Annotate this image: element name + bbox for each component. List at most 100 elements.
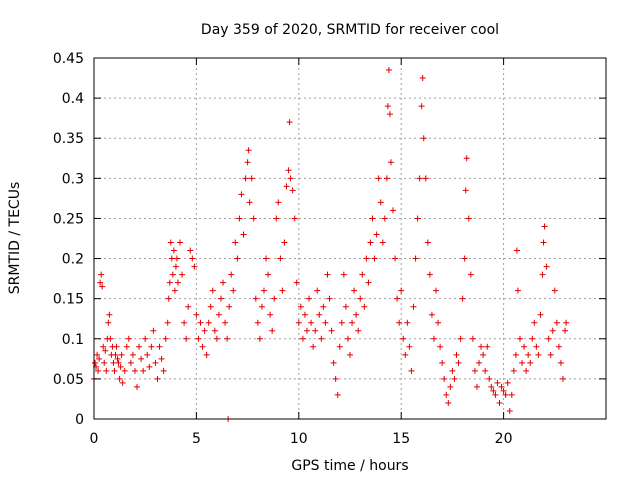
data-point bbox=[426, 271, 433, 278]
data-point bbox=[555, 343, 562, 350]
data-point bbox=[353, 311, 360, 318]
data-point bbox=[189, 255, 196, 262]
data-point bbox=[252, 295, 259, 302]
data-point bbox=[420, 135, 427, 142]
data-point bbox=[242, 175, 249, 182]
data-point bbox=[484, 343, 491, 350]
data-point bbox=[169, 271, 176, 278]
data-point bbox=[408, 367, 415, 374]
data-point bbox=[217, 295, 224, 302]
data-point bbox=[527, 359, 534, 366]
x-tick-label: 0 bbox=[90, 431, 99, 447]
y-tick-label: 0.05 bbox=[53, 372, 84, 388]
data-point bbox=[156, 343, 163, 350]
data-point bbox=[441, 375, 448, 382]
data-point bbox=[293, 279, 300, 286]
data-point bbox=[102, 347, 109, 354]
data-point bbox=[551, 287, 558, 294]
data-point bbox=[201, 327, 208, 334]
data-point bbox=[312, 327, 319, 334]
data-point bbox=[543, 263, 550, 270]
data-point bbox=[498, 383, 505, 390]
data-point bbox=[508, 391, 515, 398]
data-point bbox=[121, 367, 128, 374]
data-point bbox=[334, 391, 341, 398]
data-point bbox=[144, 351, 151, 358]
data-point bbox=[379, 239, 386, 246]
y-tick-label: 0.15 bbox=[53, 292, 84, 308]
data-point bbox=[171, 287, 178, 294]
data-point bbox=[265, 271, 272, 278]
data-point bbox=[433, 287, 440, 294]
data-point bbox=[344, 335, 351, 342]
y-tick-label: 0.35 bbox=[53, 131, 84, 147]
data-point bbox=[245, 147, 252, 154]
data-point bbox=[165, 295, 172, 302]
data-point bbox=[181, 319, 188, 326]
data-point bbox=[478, 343, 485, 350]
y-tick-label: 0.4 bbox=[62, 91, 84, 107]
data-point bbox=[195, 335, 202, 342]
data-point bbox=[471, 367, 478, 374]
data-point bbox=[516, 335, 523, 342]
data-point bbox=[279, 287, 286, 294]
data-point bbox=[168, 255, 175, 262]
data-point bbox=[384, 103, 391, 110]
data-point bbox=[540, 239, 547, 246]
x-tick-label: 5 bbox=[192, 431, 201, 447]
data-point bbox=[308, 319, 315, 326]
data-point bbox=[98, 271, 105, 278]
data-point bbox=[330, 359, 337, 366]
data-point bbox=[381, 215, 388, 222]
data-point bbox=[287, 175, 294, 182]
data-point bbox=[260, 287, 267, 294]
data-point bbox=[355, 327, 362, 334]
data-point bbox=[170, 247, 177, 254]
data-point bbox=[496, 399, 503, 406]
data-point bbox=[445, 399, 452, 406]
data-point bbox=[275, 199, 282, 206]
data-point bbox=[154, 375, 161, 382]
data-point bbox=[512, 351, 519, 358]
data-point bbox=[332, 375, 339, 382]
series-srmtid bbox=[91, 67, 570, 422]
data-point bbox=[430, 335, 437, 342]
data-point bbox=[480, 351, 487, 358]
data-point bbox=[177, 239, 184, 246]
data-point bbox=[222, 319, 229, 326]
data-point bbox=[453, 351, 460, 358]
data-point bbox=[167, 239, 174, 246]
data-point bbox=[455, 359, 462, 366]
data-point bbox=[92, 359, 99, 366]
data-point bbox=[318, 335, 325, 342]
data-point bbox=[205, 319, 212, 326]
data-point bbox=[127, 359, 134, 366]
data-point bbox=[398, 287, 405, 294]
data-point bbox=[457, 335, 464, 342]
data-point bbox=[369, 215, 376, 222]
data-point bbox=[250, 215, 257, 222]
y-tick-label: 0.25 bbox=[53, 211, 84, 227]
data-point bbox=[404, 319, 411, 326]
data-point bbox=[246, 199, 253, 206]
data-point bbox=[96, 355, 103, 362]
data-point bbox=[504, 379, 511, 386]
data-point bbox=[173, 255, 180, 262]
data-point bbox=[414, 215, 421, 222]
data-point bbox=[373, 231, 380, 238]
data-point bbox=[256, 335, 263, 342]
data-point bbox=[118, 351, 125, 358]
data-point bbox=[488, 383, 495, 390]
data-point bbox=[336, 343, 343, 350]
grid-layer bbox=[94, 58, 606, 419]
data-point bbox=[211, 327, 218, 334]
data-point bbox=[277, 255, 284, 262]
data-point bbox=[545, 335, 552, 342]
data-point bbox=[125, 335, 132, 342]
data-point bbox=[248, 175, 255, 182]
data-point bbox=[283, 183, 290, 190]
data-point bbox=[513, 247, 520, 254]
data-point bbox=[314, 287, 321, 294]
points-layer bbox=[91, 67, 570, 422]
